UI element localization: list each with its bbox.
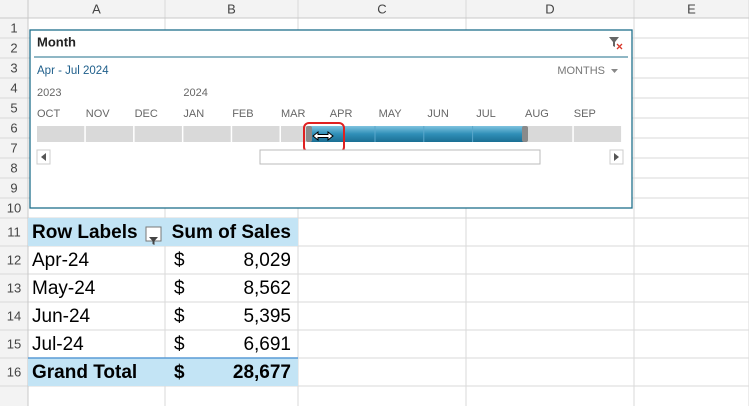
timeline-title: Month: [37, 34, 76, 49]
timeline-cell[interactable]: [183, 126, 231, 142]
timeline-cell[interactable]: [134, 126, 182, 142]
grand-total-value: 28,677: [233, 362, 291, 383]
column-header[interactable]: A: [92, 1, 101, 16]
column-header-bar: [0, 0, 749, 18]
grand-total-label: Grand Total: [32, 362, 137, 383]
row-header[interactable]: 15: [7, 336, 21, 351]
sales-value: 8,029: [243, 250, 291, 271]
timeline-cell[interactable]: [573, 126, 622, 142]
timeline-selection[interactable]: [306, 126, 528, 142]
scroll-left-arrow: [41, 153, 46, 161]
row-header[interactable]: 10: [7, 200, 21, 215]
grand-total-bg: [28, 358, 298, 386]
row-header[interactable]: 4: [10, 80, 17, 95]
currency: $: [174, 334, 185, 355]
row-header[interactable]: 11: [7, 224, 21, 239]
resize-cursor: [312, 130, 334, 142]
row-header[interactable]: 8: [10, 160, 17, 175]
timeline-range: Apr - Jul 2024: [37, 65, 109, 77]
timeline-month: JUN: [427, 108, 448, 120]
timeline-year: 2023: [37, 87, 61, 99]
timeline-month: APR: [330, 108, 353, 120]
level-dropdown-arrow[interactable]: [611, 69, 618, 73]
timeline-month: FEB: [232, 108, 253, 120]
timeline-month: OCT: [37, 108, 61, 120]
timeline-month: SEP: [574, 108, 596, 120]
scroll-right-arrow: [614, 153, 619, 161]
row-header[interactable]: 2: [10, 40, 17, 55]
row-header[interactable]: 16: [7, 364, 21, 379]
timeline-cell[interactable]: [85, 126, 134, 142]
selection-handle-right[interactable]: [522, 126, 528, 142]
timeline-month: MAY: [379, 108, 403, 120]
pivot-header-bg: [28, 218, 298, 246]
row-header[interactable]: 3: [10, 60, 17, 75]
pivot-header: Sum of Sales: [172, 222, 291, 243]
sales-value: 8,562: [243, 278, 291, 299]
currency: $: [174, 306, 185, 327]
clear-filter-x: [616, 43, 623, 50]
row-header[interactable]: 1: [10, 20, 17, 35]
currency: $: [174, 362, 185, 383]
timeline-month: MAR: [281, 108, 306, 120]
row-header-bar: [0, 18, 28, 406]
timeline-cell[interactable]: [37, 126, 85, 142]
row-label[interactable]: Jun-24: [32, 306, 91, 327]
row-header[interactable]: 5: [10, 100, 17, 115]
clear-filter-icon[interactable]: [609, 37, 619, 47]
row-label[interactable]: Jul-24: [32, 334, 84, 355]
timeline-month: JUL: [476, 108, 496, 120]
sales-value: 6,691: [243, 334, 291, 355]
currency: $: [174, 278, 185, 299]
filter-button-icon: [149, 237, 158, 245]
selection-handle-left[interactable]: [306, 126, 312, 142]
timeline-box: [29, 29, 633, 209]
row-label[interactable]: Apr-24: [32, 250, 89, 271]
row-header[interactable]: 7: [10, 140, 17, 155]
timeline-level[interactable]: MONTHS: [557, 65, 605, 77]
currency: $: [174, 250, 185, 271]
row-header[interactable]: 9: [10, 180, 17, 195]
column-header[interactable]: E: [687, 1, 696, 16]
timeline-cell[interactable]: [232, 126, 280, 142]
timeline-month: DEC: [135, 108, 158, 120]
row-label[interactable]: May-24: [32, 278, 96, 299]
timeline-year: 2024: [183, 87, 207, 99]
sales-value: 5,395: [243, 306, 291, 327]
timeline-month: JAN: [183, 108, 204, 120]
timeline-month: AUG: [525, 108, 549, 120]
pivot-header: Row Labels: [32, 222, 138, 243]
timeline-cell[interactable]: [525, 126, 573, 142]
column-header[interactable]: B: [227, 1, 236, 16]
row-header[interactable]: 13: [7, 280, 21, 295]
timeline-month: NOV: [86, 108, 111, 120]
row-header[interactable]: 14: [7, 308, 21, 323]
column-header[interactable]: D: [545, 1, 554, 16]
scroll-thumb[interactable]: [259, 149, 541, 165]
row-header[interactable]: 12: [7, 252, 21, 267]
row-header[interactable]: 6: [10, 120, 17, 135]
column-header[interactable]: C: [377, 1, 386, 16]
